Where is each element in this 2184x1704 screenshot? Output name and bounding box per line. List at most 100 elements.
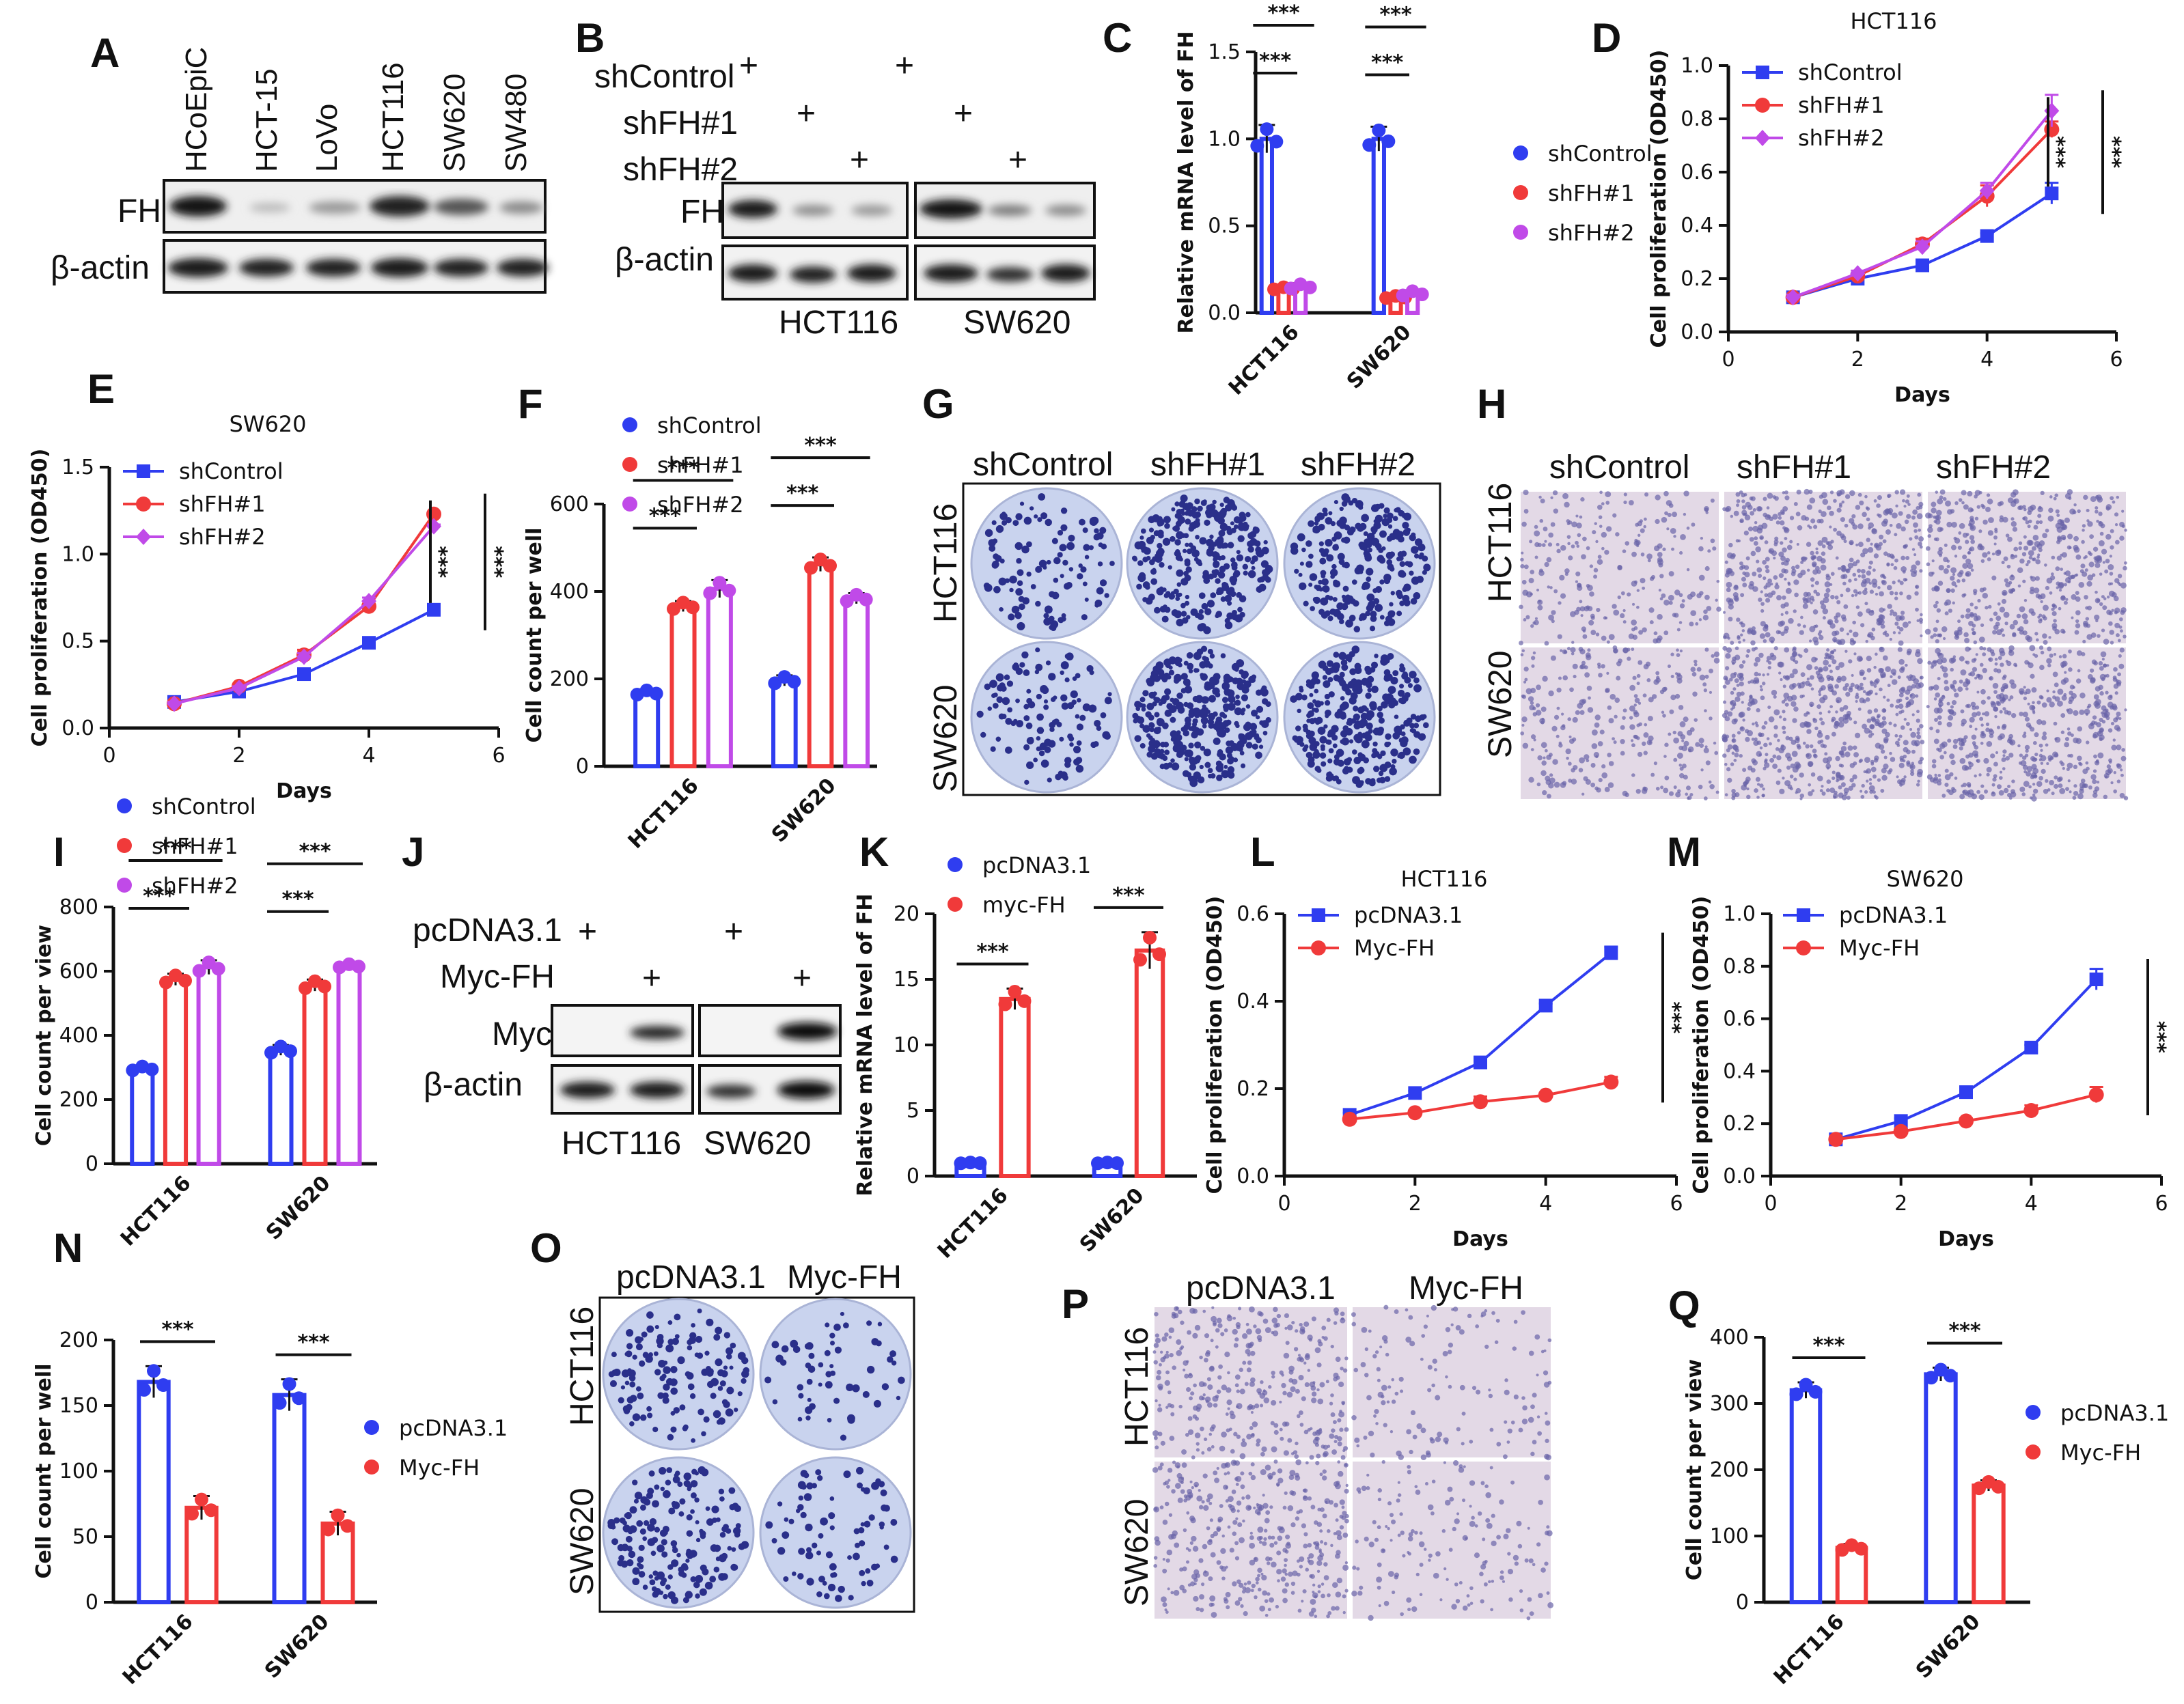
migrated-cell <box>1981 731 1985 734</box>
migrated-cell <box>1965 608 1971 613</box>
migrated-cell <box>2026 766 2033 772</box>
colony <box>1215 727 1221 733</box>
migrated-cell <box>1896 522 1902 529</box>
migrated-cell <box>1785 587 1792 594</box>
colony <box>1042 565 1047 570</box>
migrated-cell <box>1241 1333 1248 1339</box>
migrated-cell <box>2123 634 2127 639</box>
blot-band <box>370 196 430 217</box>
migrated-cell <box>1553 508 1559 514</box>
colony <box>1390 749 1398 757</box>
migrated-cell <box>1568 555 1573 561</box>
migrated-cell <box>1852 774 1857 780</box>
colony <box>806 1378 813 1385</box>
migrated-cell <box>1781 568 1786 574</box>
colony <box>1367 687 1372 693</box>
migrated-cell <box>1982 592 1989 599</box>
migrated-cell <box>2055 566 2060 572</box>
migrated-cell <box>1944 543 1948 547</box>
migrated-cell <box>1895 504 1898 507</box>
migrated-cell <box>1703 688 1708 693</box>
migrated-cell <box>2095 506 2099 510</box>
migrated-cell <box>1722 645 1728 651</box>
migrated-cell <box>2118 716 2122 721</box>
colony <box>1199 537 1207 545</box>
migrated-cell <box>1813 589 1818 594</box>
migrated-cell <box>2099 691 2104 696</box>
colony <box>1314 708 1319 713</box>
migrated-cell <box>2109 555 2113 558</box>
migrated-cell <box>1344 1427 1349 1432</box>
migrated-cell <box>1996 725 2000 729</box>
panel-label-i: I <box>53 829 65 875</box>
blot-j: pcDNA3.1 Myc-FH + + + + Myc β-actin HCT1… <box>413 912 842 1162</box>
migrated-cell <box>1606 640 1610 644</box>
migrated-cell <box>1768 742 1772 746</box>
migrated-cell <box>2009 679 2015 685</box>
migrated-cell <box>1722 684 1727 689</box>
migrated-cell <box>1622 620 1627 624</box>
colony <box>1240 763 1246 768</box>
colony <box>1251 674 1257 680</box>
migrated-cell <box>1782 595 1786 600</box>
colony <box>674 1478 678 1483</box>
colony <box>1026 688 1032 694</box>
migrated-cell <box>1211 1445 1215 1449</box>
migrated-cell <box>1753 740 1759 746</box>
migrated-cell <box>2017 744 2021 748</box>
colony <box>804 1343 811 1350</box>
colony <box>1336 749 1344 757</box>
colony <box>1244 556 1252 563</box>
migrated-cell <box>2113 667 2118 672</box>
colony <box>1131 555 1137 561</box>
migrated-cell <box>1195 1442 1200 1446</box>
migrated-cell <box>1544 540 1547 543</box>
migrated-cell <box>1831 731 1836 737</box>
migrated-cell <box>1523 617 1527 621</box>
migrated-cell <box>2052 626 2057 631</box>
colony <box>1224 764 1228 769</box>
migrated-cell <box>2061 695 2067 701</box>
colony <box>1333 652 1340 658</box>
colony <box>1404 677 1411 684</box>
colony <box>1014 611 1022 619</box>
migrated-cell <box>2077 669 2081 673</box>
migrated-cell <box>2040 600 2043 604</box>
migrated-cell <box>1275 1322 1280 1328</box>
migrated-cell <box>1341 1400 1346 1405</box>
migrated-cell <box>1830 594 1835 600</box>
migrated-cell <box>1969 518 1974 522</box>
colony <box>1228 771 1235 779</box>
migrated-cell <box>1968 522 1972 527</box>
migrated-cell <box>1778 551 1784 557</box>
colony <box>727 1546 732 1551</box>
migrated-cell <box>1613 647 1618 654</box>
migrated-cell <box>1826 648 1830 652</box>
migrated-cell <box>1857 707 1862 711</box>
migrated-cell <box>1834 619 1839 624</box>
colony <box>823 1593 830 1600</box>
migrated-cell <box>1778 671 1782 675</box>
colony <box>687 1339 693 1345</box>
migrated-cell <box>1735 539 1739 543</box>
migrated-cell <box>2002 749 2007 754</box>
migrated-cell <box>1647 716 1653 722</box>
colony <box>620 1560 628 1568</box>
migrated-cell <box>1254 1403 1260 1409</box>
blot-band <box>706 1085 756 1098</box>
migrated-cell <box>1859 758 1863 763</box>
migrated-cell <box>2069 508 2076 515</box>
migrated-cell <box>2045 585 2049 591</box>
migrated-cell <box>1918 682 1924 688</box>
colony <box>1411 532 1416 537</box>
migrated-cell <box>1164 1332 1169 1337</box>
migrated-cell <box>1157 1369 1162 1375</box>
column-header: pcDNA3.1 <box>616 1259 766 1296</box>
migrated-cell <box>1838 662 1844 668</box>
colony <box>710 1393 717 1399</box>
colony <box>677 1356 685 1365</box>
colony <box>1409 570 1414 576</box>
colony <box>1262 730 1268 736</box>
migrated-cell <box>1837 567 1841 570</box>
migrated-cell <box>1993 624 1999 630</box>
